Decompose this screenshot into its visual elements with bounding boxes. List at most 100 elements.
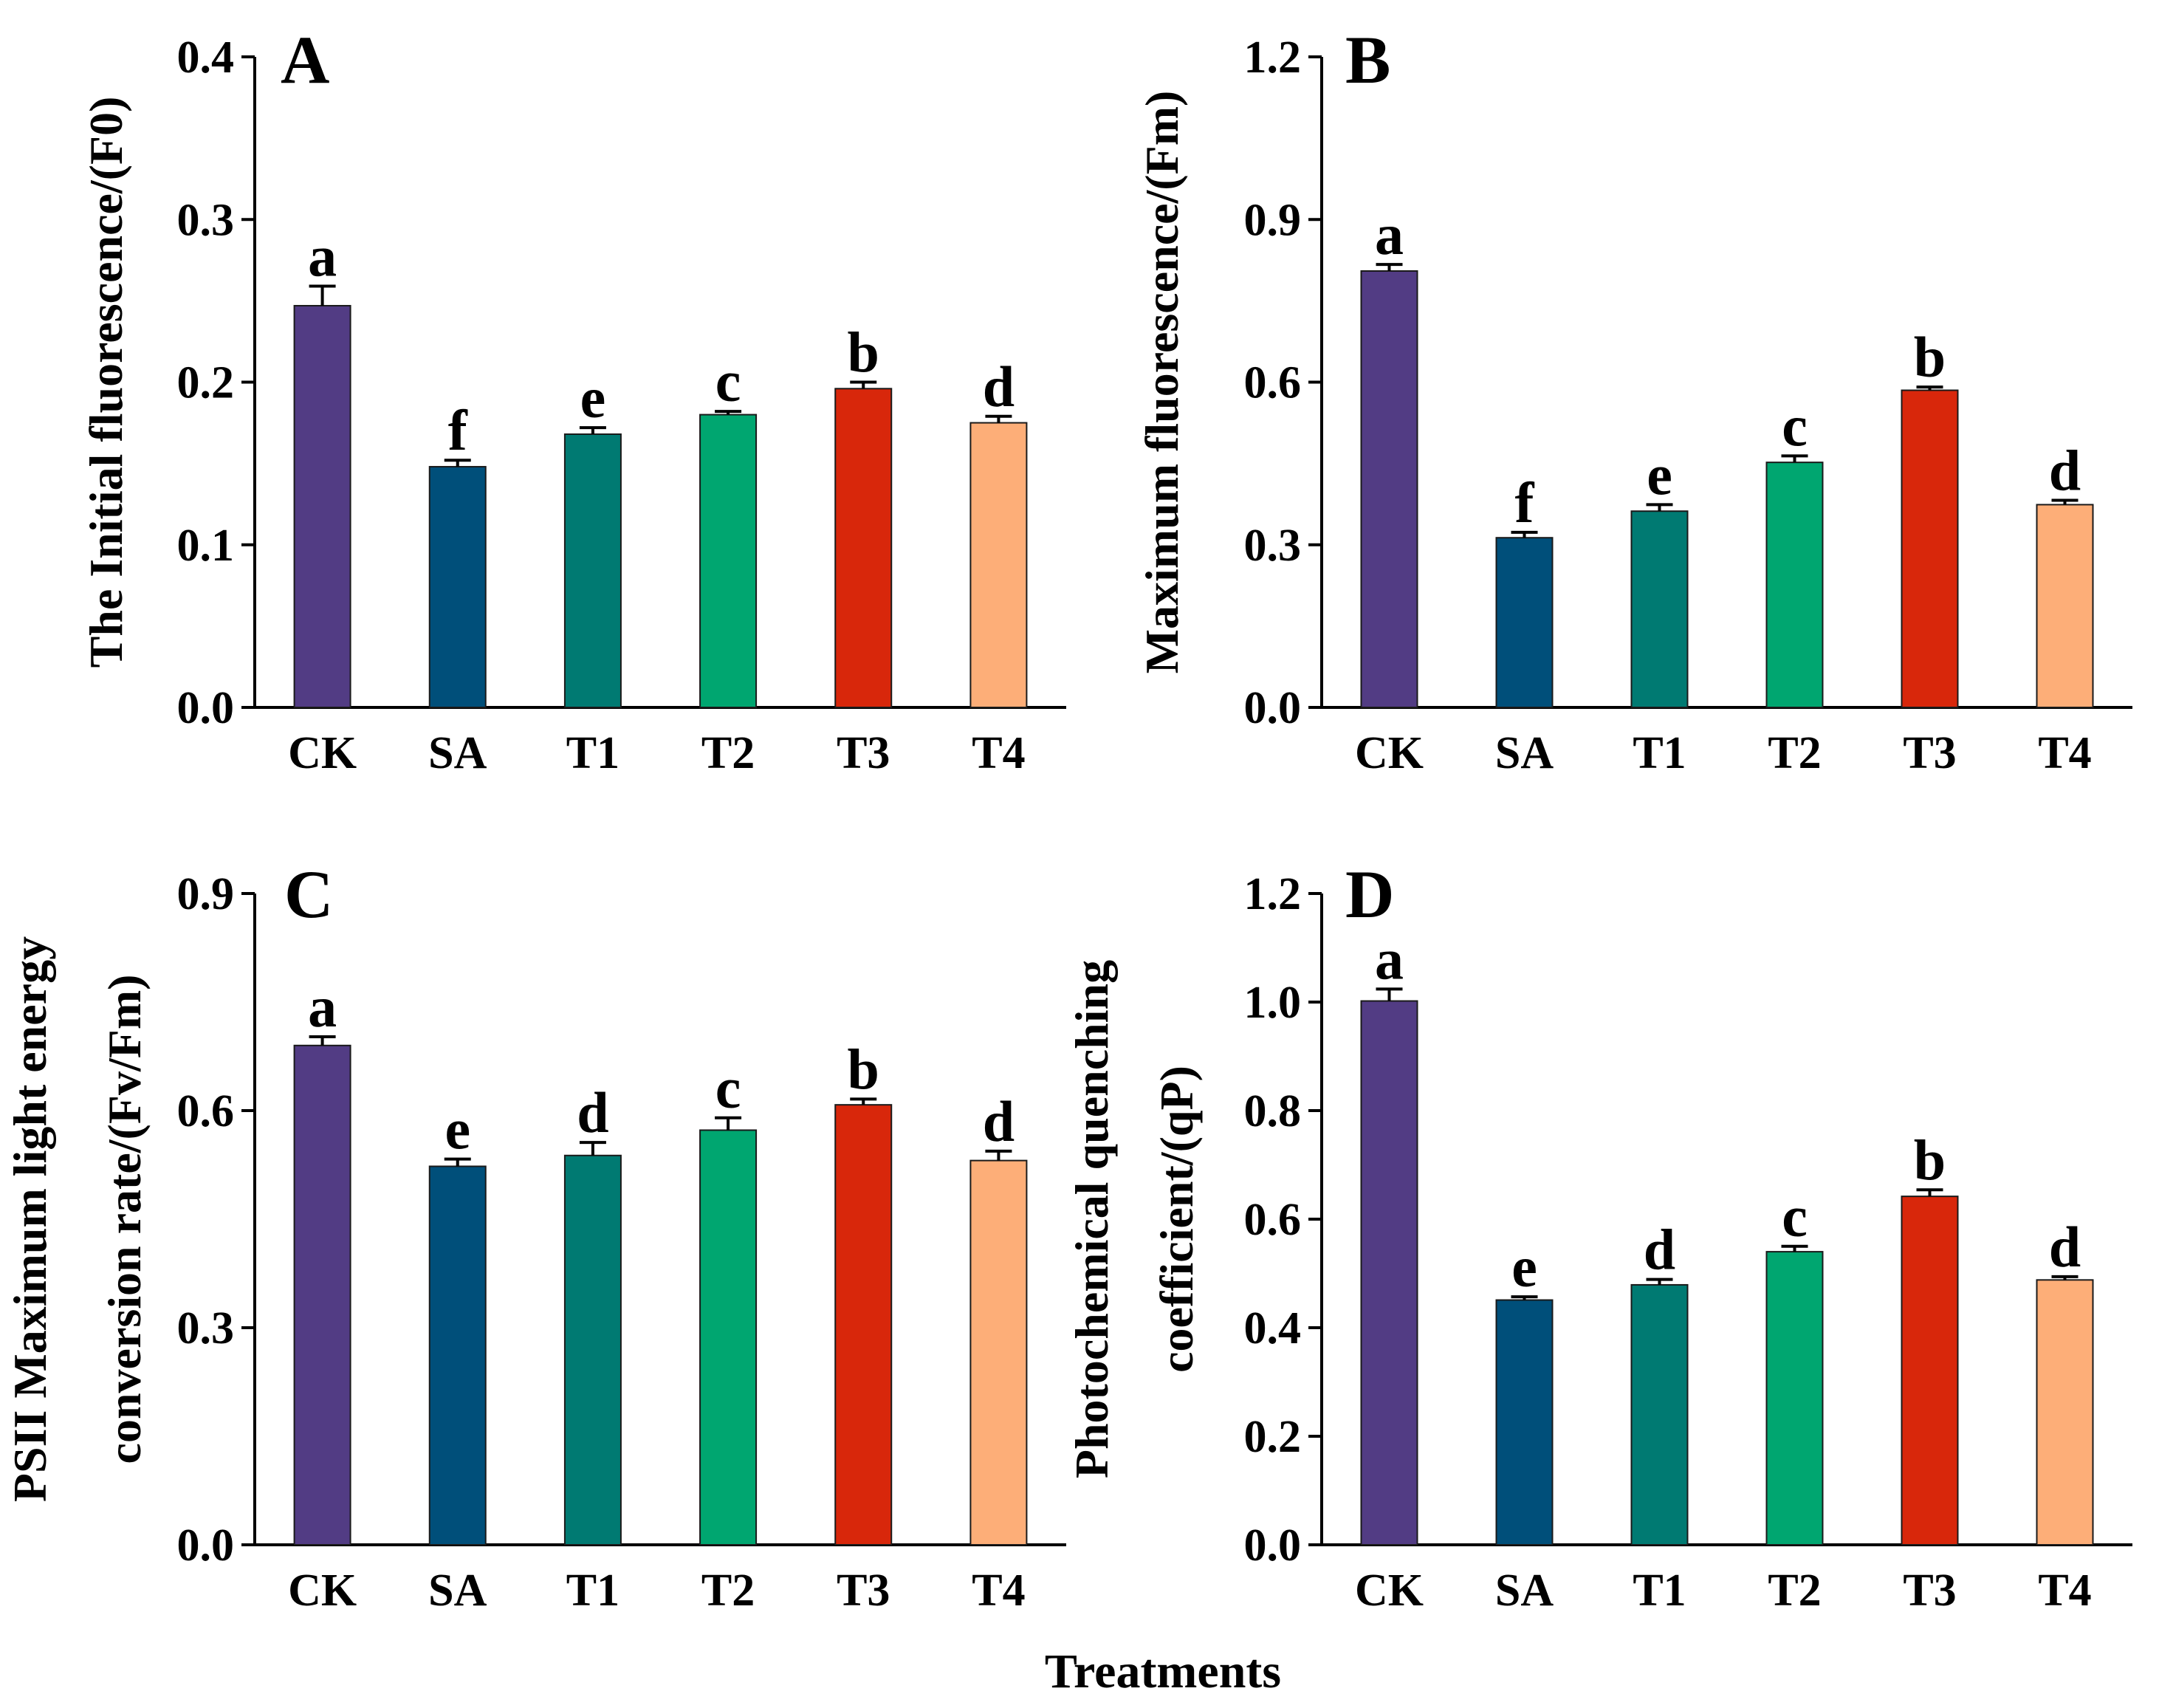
x-tick-label: T4 <box>972 1565 1025 1616</box>
x-tick-label: T2 <box>701 1565 755 1616</box>
panel-letter: A <box>281 22 329 97</box>
x-tick-label: SA <box>428 728 487 778</box>
bar-t2 <box>1765 462 1824 708</box>
y-tick-label: 0.2 <box>177 358 235 408</box>
y-tick-label: 0.0 <box>1244 1520 1302 1571</box>
bar-ck <box>1360 270 1418 708</box>
x-tick-label: T2 <box>701 728 755 778</box>
significance-letter: d <box>983 1089 1015 1153</box>
x-tick-label: T2 <box>1768 1565 1821 1616</box>
y-axis-label: Maximum fluorescence/(Fm) <box>1136 91 1188 674</box>
y-tick-label: 0.4 <box>1244 1303 1302 1354</box>
significance-letter: f <box>1515 470 1535 535</box>
significance-letter: c <box>1782 1184 1808 1249</box>
y-tick-label: 0.4 <box>177 32 235 83</box>
significance-letter: c <box>715 349 741 414</box>
significance-letter: a <box>308 975 337 1039</box>
x-tick-label: T3 <box>837 728 890 778</box>
y-tick-label: 0.9 <box>177 869 235 919</box>
bar-t2 <box>1765 1251 1824 1546</box>
significance-letter: d <box>2049 1215 2081 1279</box>
x-tick-label: SA <box>1495 728 1554 778</box>
bar-sa <box>428 1165 487 1546</box>
x-tick-label: CK <box>288 1565 357 1616</box>
y-tick-label: 1.2 <box>1244 869 1302 919</box>
error-bar <box>444 1157 471 1167</box>
error-bar <box>985 1149 1012 1161</box>
error-bar <box>1646 503 1673 512</box>
bar-ck <box>293 304 351 709</box>
error-bar <box>444 459 471 467</box>
error-bar <box>985 414 1012 423</box>
error-bar <box>715 1116 742 1131</box>
y-tick-label: 0.0 <box>177 1520 235 1571</box>
bar-t4 <box>969 422 1028 708</box>
error-bar <box>309 284 336 306</box>
x-tick-label: T1 <box>566 1565 619 1616</box>
error-bar <box>579 1141 606 1156</box>
y-tick-label: 0.6 <box>1244 358 1302 408</box>
x-tick-label: T4 <box>2038 1565 2091 1616</box>
bar-t3 <box>1901 1196 1959 1546</box>
error-bar <box>2051 1275 2079 1280</box>
x-tick-label: T3 <box>837 1565 890 1616</box>
x-tick-label: T3 <box>1903 728 1956 778</box>
y-tick-label: 1.2 <box>1244 32 1302 83</box>
bar-t2 <box>699 1129 758 1546</box>
bar-sa <box>1495 1299 1554 1546</box>
x-tick-label: T2 <box>1768 728 1821 778</box>
y-axis-label: PSII Maximum light energy <box>4 936 56 1502</box>
error-bar <box>1916 385 1943 391</box>
error-bar <box>1511 1295 1538 1300</box>
y-tick-label: 0.2 <box>1244 1412 1302 1462</box>
y-tick-label: 0.0 <box>1244 683 1302 733</box>
x-axis-title: Treatments <box>1045 1644 1281 1698</box>
error-bar <box>850 380 877 389</box>
error-bar <box>1646 1277 1673 1285</box>
x-tick-label: T1 <box>566 728 619 778</box>
error-bar <box>579 426 606 434</box>
panel-a: 0.0 0.1 0.2 0.3 0.4 The Initial fluorescence/… <box>80 22 1066 778</box>
error-bar <box>1781 1244 1808 1252</box>
y-tick-label: 0.1 <box>177 521 235 571</box>
significance-letter: f <box>448 398 468 462</box>
y-tick-label: 0.3 <box>177 1303 235 1354</box>
significance-letter: e <box>444 1097 470 1162</box>
error-bar <box>309 1035 336 1046</box>
y-tick-label: 0.6 <box>1244 1195 1302 1245</box>
y-axis-label: Photochemical quenching <box>1065 960 1118 1478</box>
significance-letter: a <box>308 224 337 289</box>
x-tick-label: SA <box>1495 1565 1554 1616</box>
error-bar <box>715 410 742 415</box>
bar-t3 <box>834 1104 893 1546</box>
bar-ck <box>293 1044 351 1546</box>
error-bar <box>1511 530 1538 538</box>
panel-letter: C <box>284 857 333 932</box>
x-tick-label: T4 <box>972 728 1025 778</box>
error-bar <box>1916 1188 1943 1197</box>
y-axis-label: The Initial fluorescence/(F0) <box>80 97 132 668</box>
significance-letter: e <box>1647 442 1672 507</box>
panel-letter: B <box>1345 22 1390 97</box>
error-bar <box>850 1097 877 1105</box>
x-tick-label: CK <box>1355 1565 1424 1616</box>
significance-letter: c <box>1782 394 1808 458</box>
bar-t4 <box>969 1159 1028 1546</box>
x-tick-label: T3 <box>1903 1565 1956 1616</box>
bar-sa <box>1495 537 1554 708</box>
y-tick-label: 0.9 <box>1244 195 1302 245</box>
y-tick-label: 1.0 <box>1244 978 1302 1028</box>
significance-letter: a <box>1375 202 1404 267</box>
bar-t2 <box>699 414 758 708</box>
y-axis-label: conversion rate/(Fv/Fm) <box>98 975 151 1464</box>
significance-letter: e <box>1511 1235 1537 1299</box>
x-tick-label: T1 <box>1633 728 1686 778</box>
x-tick-label: CK <box>1355 728 1424 778</box>
bar-t3 <box>1901 389 1959 708</box>
bar-t4 <box>2036 504 2094 709</box>
error-bar <box>2051 498 2079 505</box>
y-axis-label: coefficient/(qP) <box>1150 1066 1203 1373</box>
significance-letter: a <box>1375 927 1404 991</box>
bar-t1 <box>563 433 622 708</box>
